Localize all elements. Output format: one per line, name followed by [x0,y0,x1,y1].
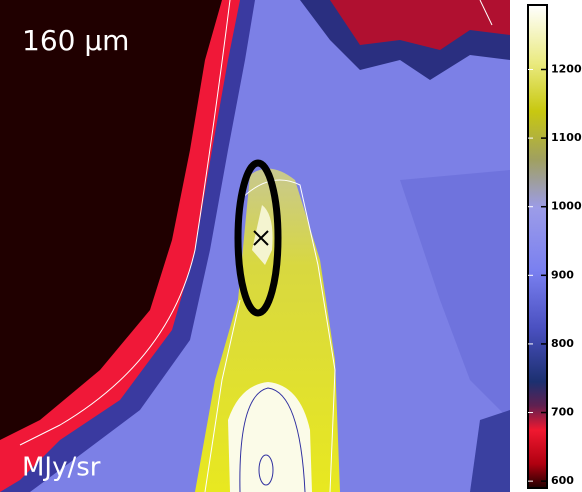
map-image [0,0,510,492]
colorbar-tick-label: 1100 [551,131,582,144]
colorbar-tick-label: 1000 [551,200,582,213]
colorbar-axis: 600 700 800 900 1000 1100 1200 [528,62,582,487]
map-title: 160 μm [22,24,129,57]
colorbar [527,4,548,489]
unit-label: MJy/sr [22,453,101,483]
colorbar-tick-label: 900 [551,268,574,281]
colorbar-tick-label: 600 [551,474,574,487]
source-marker [253,230,269,246]
colorbar-tick-label: 1200 [551,62,582,75]
aperture-ellipse [234,159,282,317]
colorbar-tick-label: 700 [551,406,574,419]
colorbar-tick-label: 800 [551,337,574,350]
